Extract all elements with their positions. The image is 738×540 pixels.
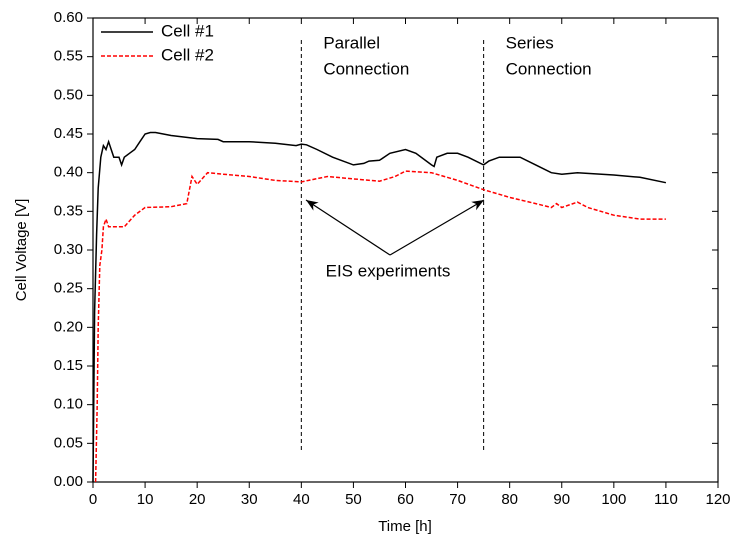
y-tick-label: 0.00 xyxy=(54,473,83,490)
annotation: EIS experiments xyxy=(326,261,451,280)
plot-frame xyxy=(92,17,719,483)
x-tick-label: 30 xyxy=(241,491,258,508)
x-tick-label: 10 xyxy=(137,491,154,508)
x-tick-label: 50 xyxy=(345,491,362,508)
phase-label: Series xyxy=(506,33,554,52)
phase-label: Parallel xyxy=(323,33,380,52)
y-tick-label: 0.05 xyxy=(54,434,83,451)
x-tick-label: 80 xyxy=(501,491,518,508)
x-tick-label: 20 xyxy=(189,491,206,508)
phase-label: Connection xyxy=(323,59,409,78)
y-tick-label: 0.60 xyxy=(54,9,83,26)
phase-label: Connection xyxy=(506,59,592,78)
y-tick-label: 0.50 xyxy=(54,86,83,103)
arrow xyxy=(389,199,485,256)
y-tick-label: 0.35 xyxy=(54,202,83,219)
x-tick-label: 100 xyxy=(601,491,626,508)
x-tick-label: 40 xyxy=(293,491,310,508)
y-tick-label: 0.55 xyxy=(54,48,83,65)
y-tick-label: 0.45 xyxy=(54,125,83,142)
y-tick-label: 0.20 xyxy=(54,318,83,335)
y-tick-label: 0.10 xyxy=(54,396,83,413)
y-tick-label: 0.40 xyxy=(54,164,83,181)
x-axis-label: Time [h] xyxy=(378,518,432,535)
x-tick-label: 60 xyxy=(397,491,414,508)
y-tick-label: 0.30 xyxy=(54,241,83,258)
x-tick-label: 70 xyxy=(449,491,466,508)
x-tick-label: 90 xyxy=(553,491,570,508)
x-tick-label: 110 xyxy=(654,491,678,508)
series-line xyxy=(92,131,667,483)
y-tick-label: 0.25 xyxy=(54,280,83,297)
legend-label: Cell #2 xyxy=(161,45,214,64)
series-line xyxy=(94,170,666,483)
x-tick-label: 120 xyxy=(705,491,730,508)
arrow xyxy=(305,199,391,256)
y-axis-label: Cell Voltage [V] xyxy=(13,199,30,302)
legend-label: Cell #1 xyxy=(161,21,214,40)
x-tick-label: 0 xyxy=(89,491,97,508)
y-tick-label: 0.15 xyxy=(54,357,83,374)
